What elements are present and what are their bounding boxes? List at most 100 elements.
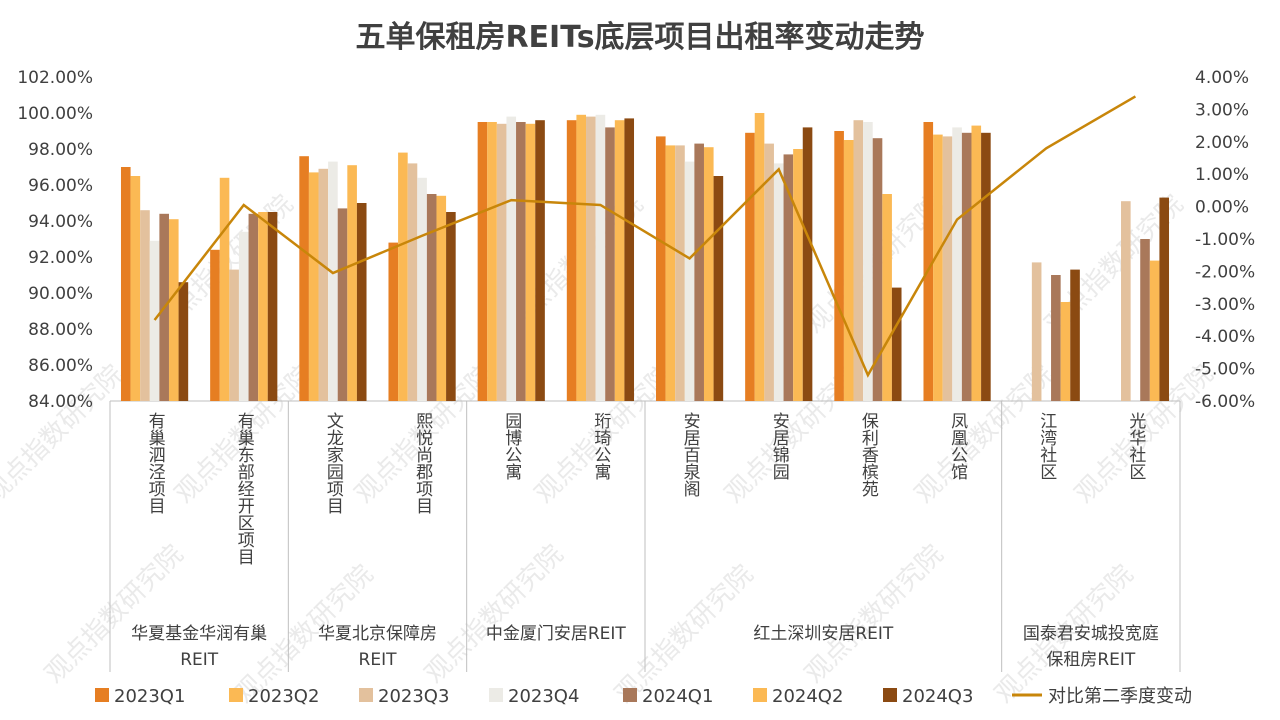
bar-2024Q3 — [624, 118, 635, 402]
bar-2024Q1 — [248, 213, 259, 401]
bar-2024Q1 — [1051, 275, 1061, 401]
bar-2023Q2 — [665, 145, 676, 401]
y2-tick-label: -4.00% — [1195, 327, 1255, 347]
bar-2023Q3 — [853, 120, 864, 401]
bar-2024Q2 — [614, 120, 625, 401]
legend-swatch — [359, 688, 373, 702]
legend-swatch — [489, 688, 503, 702]
category-label: 熙悦尚郡项目 — [412, 412, 433, 514]
bar-2023Q1 — [299, 156, 309, 401]
bar-2024Q3 — [446, 212, 456, 401]
legend-swatch — [95, 688, 109, 702]
watermark-text: 观点指数研究院 — [419, 539, 569, 689]
bars — [120, 113, 1170, 402]
bar-2024Q2 — [1149, 260, 1160, 401]
bar-2023Q2 — [576, 114, 587, 402]
bar-2023Q1 — [655, 136, 666, 401]
legend-label: 2023Q1 — [114, 686, 185, 707]
bar-2024Q1 — [872, 138, 883, 401]
bar-2023Q3 — [1031, 262, 1042, 401]
legend-label: 2023Q2 — [248, 686, 319, 707]
legend: 2023Q1 2023Q2 2023Q3 2023Q4 2024Q1 2024Q2 2024… — [95, 686, 1192, 707]
bar-2023Q3 — [140, 210, 150, 401]
y2-tick-label: -5.00% — [1195, 360, 1255, 380]
y2-tick-label: -3.00% — [1195, 295, 1255, 315]
bar-2023Q3 — [1121, 201, 1131, 401]
bar-2024Q2 — [347, 165, 357, 401]
category-label: 凤凰公馆 — [947, 412, 968, 480]
group-label: 华夏基金华润有巢 — [131, 624, 267, 644]
bar-2023Q2 — [843, 140, 854, 401]
bar-2023Q2 — [130, 176, 141, 401]
bar-2023Q2 — [487, 122, 497, 401]
group-label: 华夏北京保障房 — [318, 624, 437, 644]
legend-swatch — [623, 688, 637, 702]
bar-2023Q2 — [398, 152, 408, 401]
group-label: 红土深圳安居REIT — [753, 624, 894, 644]
bar-2023Q3 — [675, 145, 685, 401]
bar-2024Q1 — [337, 208, 348, 401]
legend-swatch — [753, 688, 767, 702]
bar-2023Q1 — [923, 122, 934, 401]
bar-2023Q1 — [834, 131, 844, 401]
bar-2024Q1 — [1140, 239, 1150, 401]
group-label: REIT — [359, 650, 398, 670]
bar-2023Q2 — [754, 113, 765, 401]
bar-2023Q3 — [764, 143, 774, 401]
bar-2023Q3 — [407, 163, 418, 401]
bar-2024Q3 — [535, 120, 545, 401]
chart-title: 五单保租房REITs底层项目出租率变动走势 — [355, 20, 924, 55]
bar-2024Q3 — [713, 176, 724, 401]
legend-label: 2023Q3 — [378, 686, 449, 707]
y2-tick-label: 4.00% — [1195, 68, 1249, 88]
bar-2024Q1 — [605, 127, 615, 402]
category-label: 珩琦公寓 — [590, 412, 611, 480]
bar-2023Q1 — [210, 249, 220, 401]
axes: 84.00% 86.00% 88.00% 90.00% 92.00% 94.00% 96.0… — [17, 68, 1255, 672]
legend-swatch — [229, 688, 243, 702]
bar-2024Q2 — [882, 194, 892, 401]
bar-2024Q2 — [258, 212, 268, 401]
bar-2024Q1 — [426, 194, 437, 401]
y-tick-label: 100.00% — [17, 104, 93, 124]
bar-2023Q4 — [328, 161, 338, 401]
bar-2024Q2 — [168, 219, 179, 401]
bar-2023Q4 — [417, 177, 427, 401]
y-tick-label: 94.00% — [28, 212, 93, 232]
y-tick-label: 86.00% — [28, 356, 93, 376]
bar-2024Q3 — [267, 212, 278, 401]
watermark-text: 观点指数研究院 — [39, 539, 189, 689]
bar-2024Q3 — [1070, 269, 1080, 401]
bar-2024Q2 — [793, 149, 803, 401]
category-label: 有巢东部经开区项目 — [234, 412, 255, 565]
bar-2023Q4 — [595, 114, 606, 402]
bar-2023Q3 — [586, 116, 596, 401]
y-tick-label: 102.00% — [17, 68, 93, 88]
group-label: 保租房REIT — [1046, 650, 1136, 670]
bar-2024Q1 — [783, 154, 794, 401]
bar-2024Q2 — [525, 123, 536, 402]
y2-tick-label: -2.00% — [1195, 262, 1255, 282]
bar-2024Q2 — [703, 147, 714, 401]
legend-label: 2023Q4 — [508, 686, 579, 707]
bar-2023Q4 — [506, 116, 517, 401]
bar-2023Q3 — [496, 123, 507, 402]
category-label: 有巢泗泾项目 — [145, 412, 166, 514]
change-line — [153, 95, 1137, 378]
legend-label: 2024Q2 — [772, 686, 843, 707]
category-label: 文龙家园项目 — [323, 412, 344, 514]
bar-2023Q4 — [773, 163, 784, 401]
group-label: 中金厦门安居REIT — [486, 624, 627, 644]
bar-2024Q3 — [891, 287, 902, 401]
bar-2023Q1 — [477, 122, 488, 401]
category-label: 保利香槟苑 — [858, 412, 879, 497]
y2-tick-label: 1.00% — [1195, 165, 1249, 185]
legend-swatch — [883, 688, 897, 702]
category-label: 光华社区 — [1125, 412, 1146, 480]
category-label: 江湾社区 — [1036, 412, 1057, 480]
category-label: 安居百泉阁 — [680, 412, 701, 498]
bar-2023Q1 — [388, 242, 399, 401]
bar-2023Q4 — [238, 231, 249, 401]
legend-label: 2024Q3 — [902, 686, 973, 707]
